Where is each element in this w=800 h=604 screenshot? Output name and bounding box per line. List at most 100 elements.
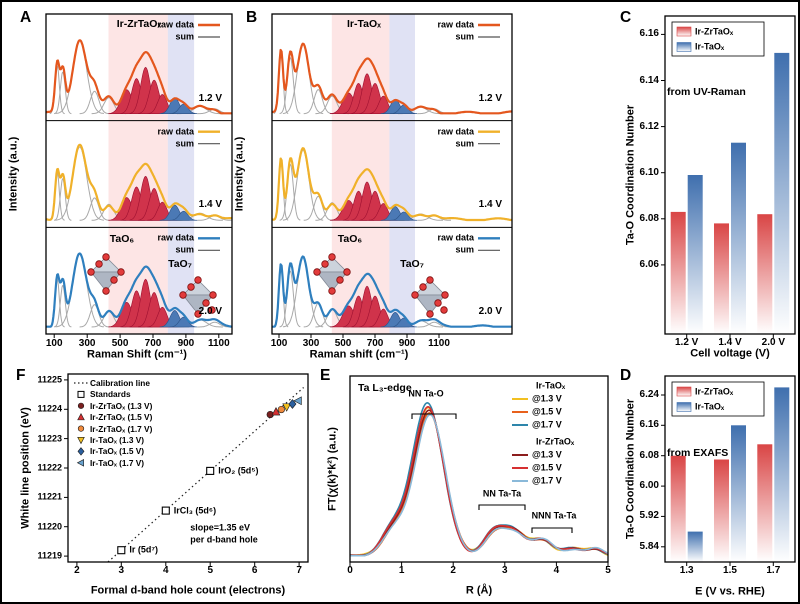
panel-f-legend-entry: Standards (90, 389, 131, 400)
panel-b-band (389, 14, 415, 334)
panel-e-annotation-label: NN Ta-Ta (482, 488, 522, 499)
panel-d-bar (687, 531, 703, 562)
panel-e-curve (350, 405, 609, 557)
panel-e-annotation-bracket (411, 413, 457, 419)
panel-d-x-tick-label: 1.7 (766, 565, 781, 576)
panel-f-legend-marker (77, 412, 85, 421)
oxygen-atom (328, 287, 336, 295)
panel-c-y-tick-label: 6.14 (639, 74, 659, 86)
panel-f-y-tick-label: 11222 (37, 462, 62, 473)
panel-f-legend-entry: Ir-ZrTaOₓ (1.7 V) (90, 423, 153, 434)
panel-a-tao6-label: TaO₆ (109, 232, 135, 245)
panel-e-legend-entry: @1.3 V (532, 449, 562, 460)
panel-c-x-tick-label: 1.4 V (718, 337, 742, 348)
panel-f-standard-label: IrCl₃ (5d⁶) (173, 505, 217, 516)
panel-b-spectrum-curve (271, 147, 513, 222)
panel-b-spectrum-curve (271, 42, 513, 115)
panel-e-curve (350, 413, 609, 557)
panel-f-legend-marker (76, 459, 84, 467)
panel-e-legend-entry: @1.5 V (532, 406, 562, 417)
panel-b-spectrum-curve (271, 255, 513, 328)
panel-d-y-tick-label: 6.16 (639, 419, 659, 431)
panel-f-slope-note-line2: per d-band hole (190, 534, 258, 545)
panel-c-bar (774, 52, 790, 335)
panel-e-x-tick-label: 2 (450, 565, 456, 576)
panel-d-legend-label: Ir-TaOₓ (695, 401, 725, 412)
panel-a-tao7-icon (179, 276, 217, 318)
panel-b-letter: B (246, 9, 258, 26)
panel-c-legend-label: Ir-TaOₓ (695, 41, 725, 52)
panel-a-component-peak (54, 285, 72, 328)
panel-f-y-tick-label: 11219 (37, 550, 62, 561)
panel-f-legend-entry: Ir-ZrTaOₓ (1.3 V) (90, 400, 153, 411)
panel-a-x-tick-label: 500 (111, 338, 129, 349)
panel-f-x-tick-label: 4 (162, 565, 169, 576)
panel-e-title: Ta L₃-edge (358, 381, 412, 394)
panel-d-x-tick-label: 1.3 (679, 565, 694, 576)
panel-b-component-peak (282, 149, 324, 221)
panel-f-legend-entry: Ir-TaOₓ (1.3 V) (90, 434, 145, 445)
panel-a-frame (45, 13, 233, 335)
panel-e-x-tick-label: 3 (502, 565, 508, 576)
panel-c-frame (664, 15, 796, 335)
panel-f-sample-point (293, 396, 302, 406)
oxygen-atom (434, 299, 442, 307)
panel-b-xlabel: Raman shift (cm⁻¹) (309, 348, 409, 361)
panel-f-legend-entry: Calibration line (90, 377, 150, 388)
oxygen-atom (411, 291, 419, 299)
panel-b-frame (271, 13, 513, 335)
panel-b-x-tick-label: 900 (398, 338, 416, 349)
panel-c-y-tick-label: 6.10 (639, 166, 659, 178)
oxygen-atom (95, 260, 103, 268)
panel-f-xlabel: Formal d-band hole count (electrons) (90, 584, 286, 597)
panel-f-calibration-line (107, 387, 304, 563)
panel-f-legend-standards-swatch (77, 390, 85, 398)
panel-b-x-tick-label: 1100 (428, 338, 450, 349)
panel-c-legend-label: Ir-ZrTaOₓ (695, 26, 734, 36)
panel-b-legend-sum-label: sum (455, 244, 474, 255)
panel-e-x-tick-label: 4 (553, 565, 560, 576)
panel-e-x-tick-label: 5 (605, 565, 611, 576)
oxygen-atom (110, 276, 118, 284)
panel-a-band (167, 14, 195, 334)
panel-a-voltage-label: 1.4 V (198, 199, 222, 211)
oxygen-atom (321, 260, 329, 268)
panel-e-ylabel: FT(χ(k)*k²) (a.u.) (326, 427, 339, 511)
panel-c-x-tick-label: 2.0 V (761, 337, 786, 348)
panel-a-legend-sum-label: sum (175, 244, 194, 255)
panel-a-legend-raw-label: raw data (157, 19, 194, 30)
panel-d-bar (670, 455, 686, 562)
panel-a-legend-sum-label: sum (175, 31, 194, 42)
panel-f-x-tick-label: 7 (296, 565, 302, 576)
panel-d-y-tick-label: 6.24 (639, 388, 659, 400)
panel-d-legend-label: Ir-ZrTaOₓ (695, 386, 734, 396)
oxygen-atom (202, 299, 210, 307)
oxygen-atom (117, 268, 125, 276)
panel-a-title: Ir-ZrTaOₓ (116, 17, 162, 30)
panel-a-voltage-label: 1.2 V (198, 92, 222, 104)
panel-d-y-tick-label: 5.84 (639, 540, 659, 552)
oxygen-atom (208, 306, 216, 314)
panel-d-letter: D (620, 367, 632, 384)
panel-e-legend-group-label: Ir-TaOₓ (536, 380, 566, 391)
panel-c-y-tick-label: 6.08 (639, 212, 659, 224)
oxygen-atom (419, 283, 427, 291)
panel-a-fitted-peak (169, 210, 198, 221)
panel-a-x-tick-label: 1100 (207, 338, 230, 349)
panel-d-y-tick-label: 6.08 (639, 449, 659, 461)
panel-f-y-tick-label: 11220 (37, 521, 62, 532)
panel-a-x-tick-label: 900 (177, 338, 195, 349)
panel-c-note: from UV-Raman (667, 85, 746, 98)
panel-a-legend-sum-label: sum (175, 138, 194, 149)
panel-e-frame (349, 375, 609, 563)
panel-a-spectrum-curve (45, 143, 233, 221)
panel-f-standard-point (117, 546, 126, 555)
panel-a-tao6-icon (87, 253, 125, 295)
panel-a-component-peak (54, 178, 72, 221)
panel-a-component-peak (79, 90, 110, 115)
panel-d-legend-swatch (676, 402, 692, 412)
panel-a-legend-raw-label: raw data (157, 126, 194, 137)
